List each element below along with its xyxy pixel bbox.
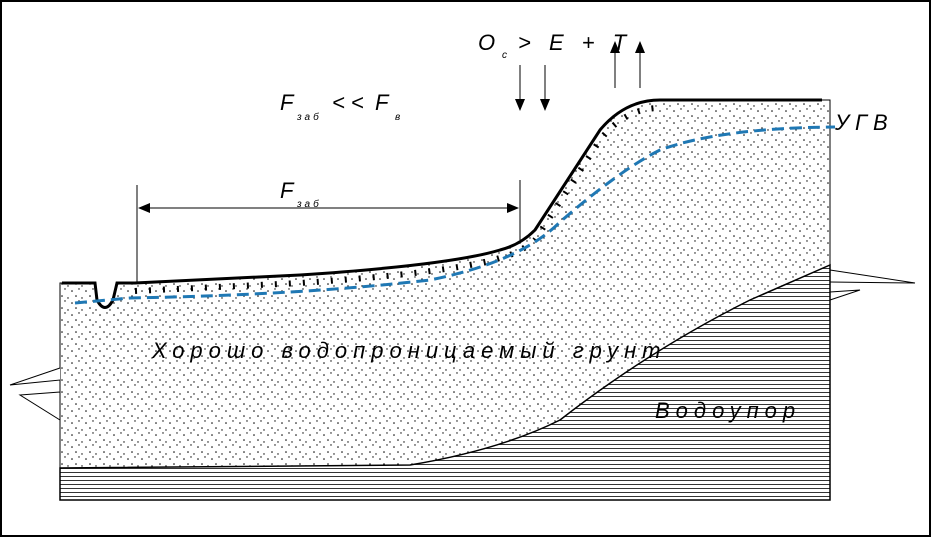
- balance-left: О: [478, 30, 501, 55]
- ground-surface: [62, 98, 822, 309]
- relation-left-sub: заб: [296, 111, 322, 123]
- groundwater-label: УГВ: [834, 110, 894, 135]
- break-right: [829, 269, 916, 301]
- relation-right: F: [375, 90, 394, 115]
- balance-right: > Е + Т: [518, 30, 632, 55]
- break-left: [9, 367, 61, 421]
- aquitard: [59, 263, 831, 501]
- soil-label: Хорошо водопроницаемый грунт: [151, 338, 667, 363]
- dimension-sub: заб: [296, 198, 322, 210]
- aquitard-label: Водоупор: [655, 398, 801, 423]
- relation-operator: <<: [332, 90, 370, 115]
- balance-sub: с: [502, 50, 510, 61]
- relation-left: F: [280, 90, 299, 115]
- relation-right-sub: в: [395, 112, 403, 123]
- dimension-label: F: [280, 178, 299, 203]
